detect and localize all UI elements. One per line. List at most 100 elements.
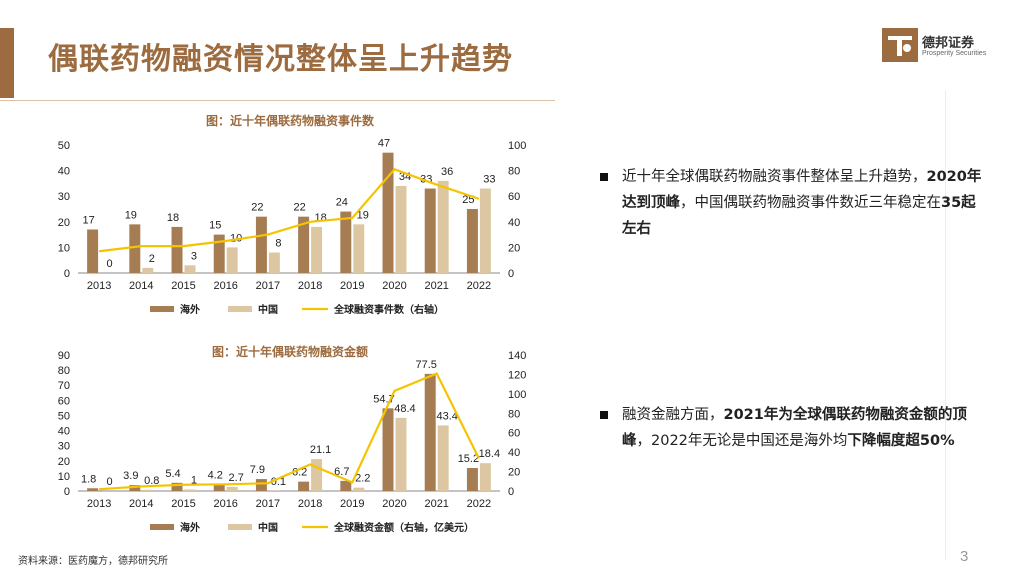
bar-overseas-2022 xyxy=(466,468,478,491)
bullet-1-part-0: 融资金融方面， xyxy=(622,407,724,423)
bar-overseas-2021 xyxy=(424,373,436,491)
chart1-title: 图：近十年偶联药物融资事件数 xyxy=(205,114,374,128)
x-tick-label-2017: 2017 xyxy=(256,280,280,292)
right-divider xyxy=(945,90,946,560)
y-left-tick-label: 60 xyxy=(58,395,70,407)
bullet-0-part-0: 近十年全球偶联药物融资事件整体呈上升趋势， xyxy=(622,169,927,185)
data-label-china-2013: 0 xyxy=(107,258,113,270)
y-right-tick-label: 40 xyxy=(508,447,520,459)
x-tick-label-2022: 2022 xyxy=(467,498,491,510)
x-tick-label-2016: 2016 xyxy=(213,280,237,292)
bar-overseas-2019 xyxy=(340,480,352,491)
chart1-svg: 0 10 20 30 40 50 0 20 40 60 80 100 17 0 2013 19 2 2014 18 3… xyxy=(58,138,527,316)
bar-overseas-2018 xyxy=(298,481,310,491)
data-label-overseas-2020: 47 xyxy=(378,138,390,150)
data-label-overseas-2019: 6.7 xyxy=(334,466,349,478)
legend-label-overseas: 海外 xyxy=(180,303,200,316)
bar-china-2016 xyxy=(226,486,238,491)
y-right-tick-label: 40 xyxy=(508,217,520,229)
bar-overseas-2013 xyxy=(87,488,99,491)
bar-china-2015 xyxy=(184,265,196,273)
global-line-series xyxy=(98,168,480,253)
bar-china-2020 xyxy=(395,417,407,491)
data-label-overseas-2013: 17 xyxy=(82,214,94,226)
y-left-tick-label: 20 xyxy=(58,456,70,468)
data-label-overseas-2018: 22 xyxy=(293,202,305,214)
x-tick-label-2020: 2020 xyxy=(382,498,406,510)
bar-china-2018 xyxy=(311,459,323,491)
page-title: 偶联药物融资情况整体呈上升趋势 xyxy=(48,42,513,77)
bar-china-2016 xyxy=(226,247,238,273)
y-left-tick-label: 20 xyxy=(58,217,70,229)
legend-label-china: 中国 xyxy=(258,521,278,534)
x-tick-label-2021: 2021 xyxy=(424,498,448,510)
y-left-tick-label: 40 xyxy=(58,426,70,438)
bullet-0-part-2: ，中国偶联药物融资事件数近三年稳定在 xyxy=(680,195,941,211)
data-label-overseas-2014: 19 xyxy=(125,209,137,221)
logo-text-en: Prosperity Securities xyxy=(922,50,987,57)
x-tick-label-2015: 2015 xyxy=(171,280,195,292)
y-right-tick-label: 20 xyxy=(508,242,520,254)
data-label-china-2021: 43.4 xyxy=(436,410,457,422)
y-left-tick-label: 30 xyxy=(58,191,70,203)
x-tick-label-2018: 2018 xyxy=(298,498,322,510)
data-label-china-2015: 1 xyxy=(191,474,197,486)
legend-swatch-china xyxy=(228,306,252,312)
data-label-overseas-2015: 5.4 xyxy=(165,468,180,480)
chart2-svg: 01020304050607080900204060801001201401.8… xyxy=(58,350,527,534)
y-right-tick-label: 80 xyxy=(508,166,520,178)
source-note: 资料来源：医药魔方，德邦研究所 xyxy=(18,556,168,567)
data-label-overseas-2015: 18 xyxy=(167,212,179,224)
bar-overseas-2016 xyxy=(213,234,225,273)
y-right-tick-label: 60 xyxy=(508,191,520,203)
title-divider xyxy=(0,100,555,101)
y-left-tick-label: 40 xyxy=(58,166,70,178)
bar-overseas-2018 xyxy=(298,216,310,273)
legend-label-global: 全球融资事件数（右轴） xyxy=(333,303,444,316)
legend-label-global: 全球融资金额（右轴，亿美元） xyxy=(333,521,474,534)
y-right-tick-label: 80 xyxy=(508,408,520,420)
company-logo: 德邦证券 Prosperity Securities xyxy=(882,26,1012,72)
x-tick-label-2018: 2018 xyxy=(298,280,322,292)
bar-china-2017 xyxy=(268,252,280,273)
bar-overseas-2020 xyxy=(382,152,394,273)
bullet-0-part-1: 2020年达到顶峰 xyxy=(622,169,982,211)
y-right-tick-label: 120 xyxy=(508,369,526,381)
title-accent-bar xyxy=(0,28,14,98)
bullet-square-icon xyxy=(600,411,608,419)
y-right-tick-label: 20 xyxy=(508,467,520,479)
data-label-overseas-2016: 15 xyxy=(209,220,221,232)
y-left-tick-label: 70 xyxy=(58,380,70,392)
legend-label-china: 中国 xyxy=(258,303,278,316)
bullet-funding-text: 融资金融方面，2021年为全球偶联药物融资金额的顶峰，2022年无论是中国还是海… xyxy=(622,402,990,454)
bar-china-2021 xyxy=(437,180,449,273)
y-right-tick-label: 140 xyxy=(508,350,526,362)
bar-overseas-2017 xyxy=(255,216,267,273)
data-label-china-2022: 18.4 xyxy=(479,448,500,460)
data-label-china-2014: 0.8 xyxy=(144,475,159,487)
bar-overseas-2016 xyxy=(213,484,225,491)
bar-china-2022 xyxy=(479,463,491,491)
page-number: 3 xyxy=(960,548,969,565)
bar-china-2014 xyxy=(142,267,154,273)
y-right-tick-label: 100 xyxy=(508,140,526,152)
bar-overseas-2019 xyxy=(340,211,352,273)
data-label-china-2017: 8 xyxy=(275,238,281,250)
data-label-china-2019: 19 xyxy=(357,209,369,221)
x-tick-label-2016: 2016 xyxy=(213,498,237,510)
data-label-china-2014: 2 xyxy=(149,253,155,265)
y-left-tick-label: 30 xyxy=(58,441,70,453)
logo-text-cn: 德邦证券 xyxy=(922,36,975,51)
data-label-china-2019: 2.2 xyxy=(355,473,370,485)
y-left-tick-label: 10 xyxy=(58,471,70,483)
bar-overseas-2021 xyxy=(424,188,436,273)
data-label-overseas-2022: 15.2 xyxy=(458,453,479,465)
y-left-tick-label: 0 xyxy=(64,268,70,280)
global-line-series xyxy=(99,372,480,491)
data-label-overseas-2017: 22 xyxy=(251,202,263,214)
x-tick-label-2013: 2013 xyxy=(87,498,111,510)
bar-overseas-2015 xyxy=(171,226,183,273)
bar-china-2015 xyxy=(184,489,196,491)
y-right-tick-label: 0 xyxy=(508,268,514,280)
x-tick-label-2019: 2019 xyxy=(340,280,364,292)
